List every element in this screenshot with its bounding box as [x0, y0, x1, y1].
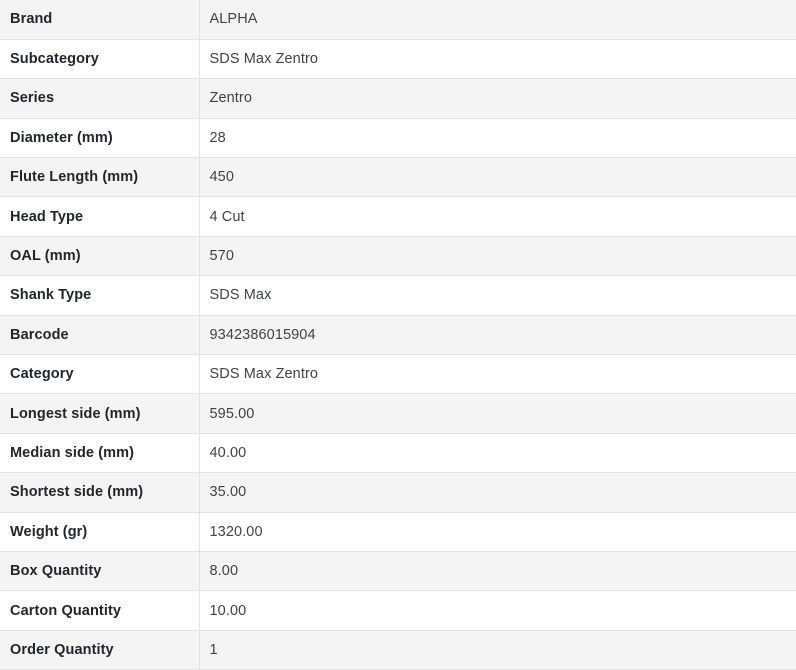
table-row: Box Quantity 8.00 — [0, 551, 796, 592]
spec-label: Order Quantity — [0, 630, 200, 670]
table-row: Longest side (mm) 595.00 — [0, 393, 796, 434]
spec-value: 40.00 — [199, 433, 796, 474]
spec-value: 9342386015904 — [199, 315, 796, 356]
spec-value: SDS Max Zentro — [199, 354, 796, 395]
spec-label: OAL (mm) — [0, 236, 200, 277]
spec-label: Series — [0, 78, 200, 119]
spec-label: Category — [0, 354, 200, 395]
spec-label: Head Type — [0, 196, 200, 237]
spec-value: SDS Max — [199, 275, 796, 316]
table-row: Subcategory SDS Max Zentro — [0, 39, 796, 80]
spec-value: 570 — [199, 236, 796, 277]
table-row: Weight (gr) 1320.00 — [0, 512, 796, 552]
spec-label: Brand — [0, 0, 200, 40]
spec-value: 1 — [199, 630, 796, 670]
spec-value: 35.00 — [199, 472, 796, 513]
table-row: Flute Length (mm) 450 — [0, 157, 796, 198]
table-row: Brand ALPHA — [0, 0, 796, 40]
table-row: Median side (mm) 40.00 — [0, 433, 796, 474]
table-row: Order Quantity 1 — [0, 630, 796, 670]
table-row: Shank Type SDS Max — [0, 275, 796, 316]
table-row: Series Zentro — [0, 78, 796, 119]
spec-value: ALPHA — [199, 0, 796, 40]
table-row: Category SDS Max Zentro — [0, 354, 796, 395]
spec-value: 4 Cut — [199, 196, 796, 237]
spec-label: Barcode — [0, 315, 200, 356]
spec-value: 450 — [199, 157, 796, 198]
table-row: OAL (mm) 570 — [0, 236, 796, 277]
spec-value: 10.00 — [199, 590, 796, 631]
spec-label: Weight (gr) — [0, 512, 200, 552]
spec-label: Subcategory — [0, 39, 200, 80]
spec-label: Longest side (mm) — [0, 393, 200, 434]
spec-value: 1320.00 — [199, 512, 796, 552]
spec-value: 595.00 — [199, 393, 796, 434]
spec-value: SDS Max Zentro — [199, 39, 796, 80]
spec-label: Carton Quantity — [0, 590, 200, 631]
spec-label: Median side (mm) — [0, 433, 200, 474]
table-row: Head Type 4 Cut — [0, 196, 796, 237]
spec-label: Shortest side (mm) — [0, 472, 200, 513]
spec-label: Diameter (mm) — [0, 118, 200, 159]
table-row: Diameter (mm) 28 — [0, 118, 796, 159]
spec-label: Flute Length (mm) — [0, 157, 200, 198]
spec-value: 8.00 — [199, 551, 796, 592]
spec-value: 28 — [199, 118, 796, 159]
spec-value: Zentro — [199, 78, 796, 119]
table-row: Carton Quantity 10.00 — [0, 590, 796, 631]
spec-label: Shank Type — [0, 275, 200, 316]
spec-label: Box Quantity — [0, 551, 200, 592]
table-row: Barcode 9342386015904 — [0, 315, 796, 356]
table-row: Shortest side (mm) 35.00 — [0, 472, 796, 513]
